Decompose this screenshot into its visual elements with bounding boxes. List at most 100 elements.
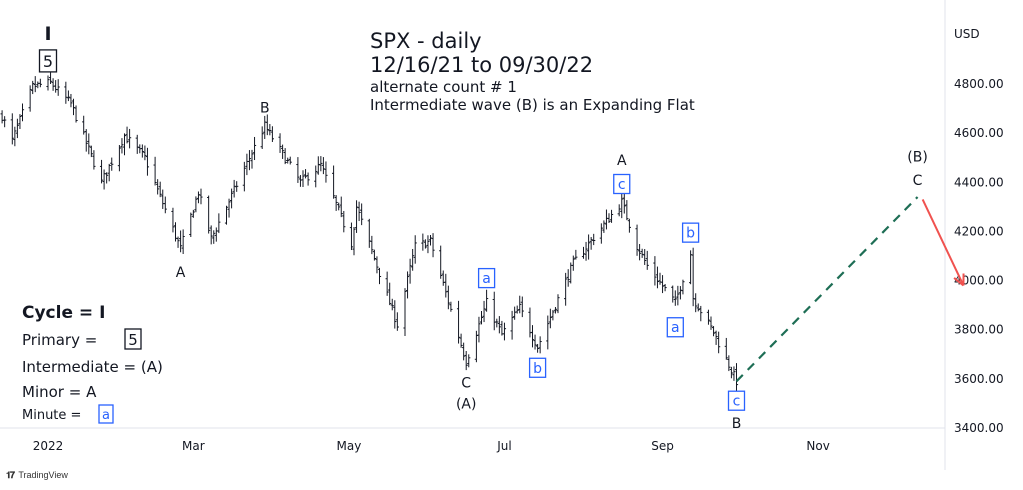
price-bar [181, 229, 185, 255]
price-bar [625, 200, 629, 221]
price-bar [20, 103, 25, 122]
price-bar [510, 310, 514, 340]
svg-text:Intermediate = (A): Intermediate = (A) [22, 358, 163, 376]
svg-text:I: I [44, 23, 51, 45]
price-bar [51, 78, 55, 91]
price-bar [367, 218, 371, 248]
price-bar [235, 181, 239, 192]
price-bar [607, 213, 611, 223]
legend-row: Minute = a [22, 404, 114, 424]
price-bar [441, 270, 445, 286]
price-bar [252, 136, 257, 161]
wave-label: A [176, 265, 186, 281]
price-bar [538, 336, 542, 354]
svg-text:a: a [482, 271, 491, 287]
price-bar [571, 255, 575, 271]
price-bar [482, 300, 486, 323]
svg-text:Cycle = I: Cycle = I [22, 303, 105, 323]
price-bar [319, 156, 323, 172]
price-bar [260, 126, 264, 149]
svg-text:5: 5 [43, 52, 53, 71]
price-bar [314, 165, 318, 188]
price-bar [33, 76, 37, 93]
price-bar [699, 305, 703, 322]
price-bar [36, 81, 40, 89]
price-bar [671, 285, 675, 303]
price-bar [492, 291, 496, 331]
price-bar [332, 165, 336, 199]
price-bar [706, 309, 711, 325]
price-bar [224, 205, 229, 225]
price-bar [714, 330, 718, 345]
price-bar [158, 181, 162, 198]
svg-text:C: C [913, 173, 923, 189]
price-bar [620, 190, 624, 219]
price-bar [676, 285, 680, 306]
price-bar [638, 244, 642, 261]
price-bar [423, 239, 427, 249]
title-line-2: 12/16/21 to 09/30/22 [370, 53, 593, 77]
price-axis: USD 4800.00 4600.00 4400.00 4200.00 4000.00 3… [944, 0, 1004, 470]
price-bar [467, 354, 471, 368]
tradingview-logo-icon: 𝟏𝟕 [6, 470, 15, 480]
price-bar [54, 80, 58, 93]
price-bar [0, 110, 4, 124]
footer-brand: TradingView [18, 470, 68, 480]
svg-text:C: C [461, 376, 471, 392]
y-tick-label: 3600.00 [954, 372, 1004, 386]
price-bar [209, 225, 213, 245]
price-bar [28, 85, 32, 112]
price-bar [502, 322, 507, 341]
price-bar [74, 105, 78, 123]
price-bar [546, 315, 550, 350]
price-bar [349, 222, 354, 251]
price-bar [589, 237, 593, 250]
price-bar [48, 72, 53, 85]
price-bar [135, 134, 139, 154]
price-bar [724, 337, 728, 360]
price-bar [643, 249, 647, 265]
price-bar [421, 233, 425, 251]
svg-text:A: A [176, 265, 186, 281]
price-bar [734, 363, 739, 392]
legend-row: Cycle = I [22, 303, 105, 323]
price-bar [709, 316, 713, 330]
price-bar [727, 355, 731, 372]
price-bar [691, 247, 695, 307]
price-bar [581, 246, 586, 259]
price-bar [296, 157, 300, 183]
y-tick-label: 4000.00 [954, 274, 1004, 288]
price-bar [477, 316, 481, 343]
price-bar [232, 179, 236, 198]
price-bar [497, 316, 501, 334]
wave-label: C [913, 173, 923, 189]
price-bar [342, 210, 346, 233]
x-ticks: 2022 Mar May Jul Sep Nov [33, 439, 830, 453]
price-bar [354, 200, 359, 233]
price-bar [143, 145, 147, 161]
price-bar [301, 170, 305, 188]
svg-text:(B): (B) [907, 149, 928, 165]
price-bar [107, 163, 111, 182]
price-bar [635, 224, 639, 256]
wave-label: C [461, 376, 471, 392]
price-bar [92, 150, 96, 170]
price-bar [556, 294, 560, 314]
y-tick-label: 3800.00 [954, 323, 1004, 337]
price-bar [653, 256, 657, 286]
price-bar [227, 198, 231, 218]
svg-text:Minor = A: Minor = A [22, 383, 97, 401]
price-bar [247, 150, 252, 171]
price-bar [120, 138, 124, 154]
price-bar [604, 209, 609, 230]
price-bar [84, 129, 88, 152]
price-bar [270, 126, 274, 142]
price-bar [194, 196, 198, 213]
price-bar [375, 256, 379, 274]
price-bar [622, 191, 626, 214]
price-bars [0, 72, 739, 392]
price-bar [446, 285, 450, 310]
price-bar [681, 279, 685, 295]
price-bar [426, 235, 430, 254]
y-tick-label: 4400.00 [954, 175, 1004, 189]
